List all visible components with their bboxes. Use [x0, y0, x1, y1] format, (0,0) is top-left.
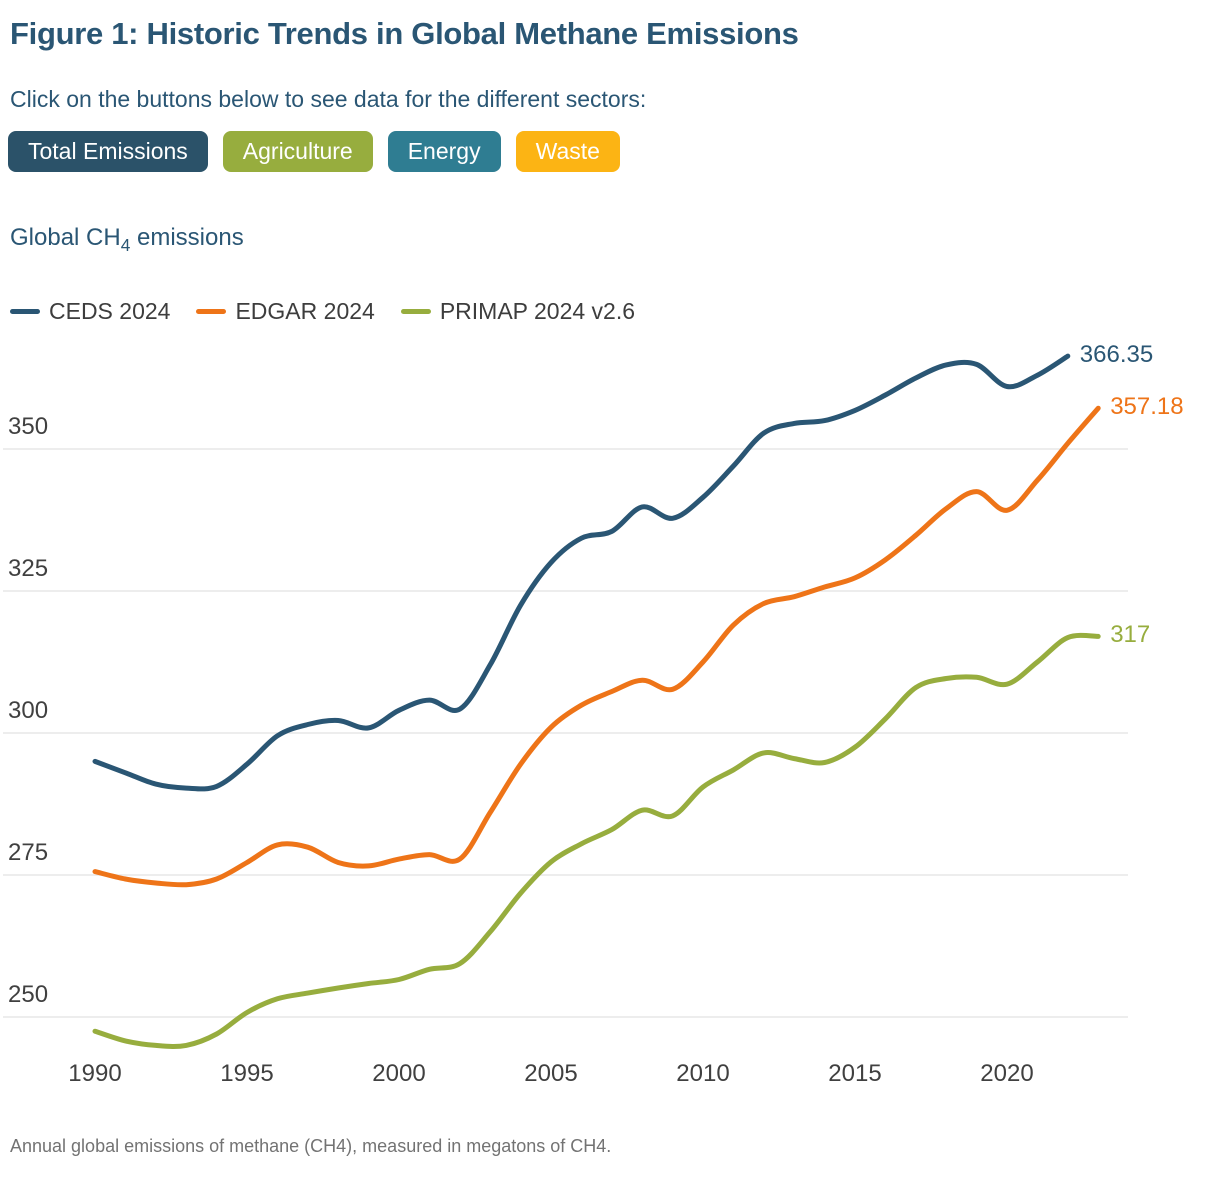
x-axis-tick-label: 1995 — [220, 1060, 274, 1087]
legend-label: EDGAR 2024 — [235, 298, 375, 324]
total-emissions-button[interactable]: Total Emissions — [8, 131, 208, 172]
chart-title: Global CH4 emissions — [10, 224, 244, 255]
y-axis-tick-label: 250 — [8, 981, 49, 1008]
chart-footnote: Annual global emissions of methane (CH4)… — [10, 1136, 612, 1156]
energy-button[interactable]: Energy — [387, 131, 501, 172]
series-end-value-label-1: 357.18 — [1110, 393, 1184, 421]
legend-label: CEDS 2024 — [49, 298, 171, 324]
x-axis-tick-label: 2000 — [372, 1060, 426, 1087]
legend-item-edgar[interactable]: EDGAR 2024 — [196, 298, 375, 325]
y-axis-tick-label: 325 — [8, 555, 49, 582]
primap-line-swatch-icon — [400, 309, 431, 314]
page-subtitle: Click on the buttons below to see data f… — [10, 86, 647, 112]
y-axis-tick-label: 350 — [8, 413, 49, 440]
x-axis-tick-label: 2015 — [828, 1060, 882, 1087]
x-axis-tick-label: 2010 — [676, 1060, 730, 1087]
page-title: Figure 1: Historic Trends in Global Meth… — [10, 16, 799, 51]
legend-item-ceds[interactable]: CEDS 2024 — [10, 298, 170, 325]
y-axis-tick-label: 300 — [8, 697, 49, 724]
series-line-0 — [92, 353, 1071, 792]
series-end-value-label-0: 366.35 — [1079, 341, 1154, 369]
x-axis-tick-label: 2020 — [980, 1060, 1034, 1087]
agriculture-button[interactable]: Agriculture — [222, 131, 373, 172]
x-axis-tick-label: 2005 — [524, 1060, 578, 1087]
ceds-line-swatch-icon — [10, 309, 40, 314]
y-axis-tick-label: 275 — [8, 839, 49, 866]
x-axis-tick-label: 1990 — [68, 1060, 122, 1087]
series-line-2 — [92, 632, 1101, 1049]
series-end-value-label-2: 317 — [1110, 621, 1151, 649]
sector-button-row: Total Emissions Agriculture Energy Waste — [8, 131, 620, 172]
legend-label: PRIMAP 2024 v2.6 — [439, 298, 636, 324]
chart-legend: CEDS 2024 EDGAR 2024 PRIMAP 2024 v2.6 — [10, 298, 635, 325]
series-line-1 — [92, 405, 1101, 888]
edgar-line-swatch-icon — [196, 309, 227, 314]
waste-button[interactable]: Waste — [515, 131, 620, 172]
legend-item-primap[interactable]: PRIMAP 2024 v2.6 — [400, 298, 636, 325]
